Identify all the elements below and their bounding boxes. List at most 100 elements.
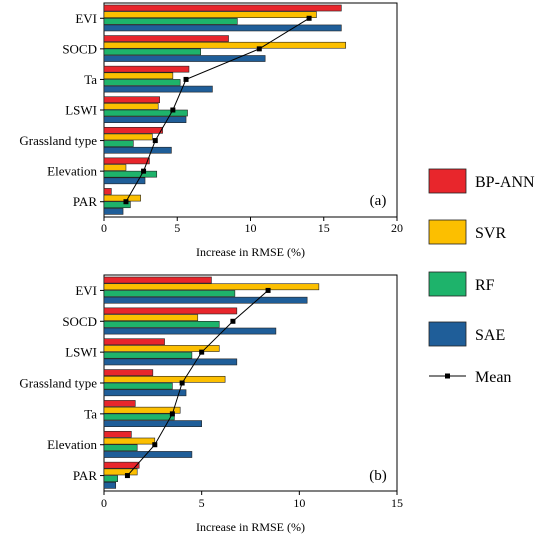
bar-rf-lswi	[103, 351, 193, 359]
bar-rf-socd	[103, 48, 201, 56]
bar-sae-par	[103, 208, 124, 215]
category-label: SOCD	[62, 41, 97, 56]
bar-bp-ann-ta	[103, 65, 190, 73]
panel-label: (a)	[370, 193, 387, 209]
x-tick-label: 5	[199, 496, 205, 510]
mean-marker	[183, 76, 189, 82]
legend-mean-marker	[445, 373, 450, 379]
bar-bp-ann-lswi	[103, 96, 160, 104]
x-tick-label: 0	[101, 496, 107, 510]
mean-marker	[230, 318, 236, 324]
bar-svr-lswi	[103, 103, 159, 110]
bar-bp-ann-evi	[103, 276, 212, 284]
bar-bp-ann-socd	[103, 307, 238, 315]
bar-rf-grassland-type	[103, 140, 134, 147]
category-label: EVI	[75, 283, 97, 298]
category-label: PAR	[73, 468, 97, 483]
bar-rf-evi	[103, 290, 236, 297]
mean-marker	[265, 287, 271, 293]
bar-svr-par	[103, 194, 141, 202]
x-tick-label: 15	[318, 221, 330, 235]
mean-marker	[199, 349, 205, 355]
category-label: Grassland type	[19, 376, 97, 391]
bar-sae-evi	[103, 296, 308, 304]
category-label: LSWI	[65, 345, 97, 360]
bar-svr-socd	[103, 41, 347, 49]
bar-svr-evi	[103, 11, 317, 18]
category-label: PAR	[73, 194, 97, 209]
mean-marker	[141, 168, 147, 174]
bar-bp-ann-ta	[103, 400, 136, 407]
x-tick-label: 10	[245, 221, 257, 235]
bar-svr-grassland-type	[103, 375, 226, 383]
legend-label-svr: SVR	[475, 225, 506, 242]
x-tick-label: 15	[391, 496, 403, 510]
category-label: Elevation	[47, 437, 97, 452]
legend-label-bp-ann: BP-ANN	[475, 174, 535, 191]
bar-rf-ta	[103, 79, 181, 86]
bar-bp-ann-par	[103, 461, 140, 469]
x-tick-label: 5	[174, 221, 180, 235]
bar-svr-socd	[103, 314, 199, 321]
bar-bp-ann-grassland-type	[103, 369, 154, 376]
legend: BP-ANN SVR RF SAE Mean	[428, 168, 535, 386]
category-label: Ta	[84, 72, 97, 87]
x-axis-title: Increase in RMSE (%)	[196, 520, 305, 534]
bar-bp-ann-elevation	[103, 430, 132, 438]
x-tick-label: 10	[293, 496, 305, 510]
legend-swatch-sae	[428, 321, 467, 347]
legend-swatch-svr	[428, 219, 467, 245]
mean-marker	[256, 46, 262, 52]
mean-marker	[124, 473, 130, 479]
bar-sae-evi	[103, 24, 342, 32]
x-axis-title: Increase in RMSE (%)	[196, 245, 305, 259]
mean-marker	[152, 138, 158, 144]
bar-rf-grassland-type	[103, 382, 173, 390]
bar-bp-ann-elevation	[103, 157, 150, 165]
bar-rf-ta	[103, 413, 175, 421]
mean-marker	[306, 15, 312, 21]
bar-sae-grassland-type	[103, 146, 172, 154]
bar-bp-ann-grassland-type	[103, 126, 163, 134]
bar-bp-ann-lswi	[103, 338, 165, 346]
bar-rf-lswi	[103, 109, 188, 117]
category-label: EVI	[75, 11, 97, 26]
bar-sae-elevation	[103, 177, 146, 185]
legend-label-rf: RF	[475, 277, 495, 294]
category-label: Elevation	[47, 164, 97, 179]
bar-bp-ann-par	[103, 188, 112, 195]
bar-rf-par	[103, 475, 118, 482]
bar-svr-elevation	[103, 437, 156, 445]
bar-rf-elevation	[103, 444, 138, 452]
panel-a: EVI SOCD Ta LSWI Grassland type Elevation PAR 0…	[19, 2, 403, 259]
category-label: LSWI	[65, 103, 97, 118]
legend-swatch-rf	[428, 271, 467, 297]
panel-label: (b)	[369, 468, 387, 484]
bar-sae-ta	[103, 85, 213, 93]
mean-marker	[169, 411, 175, 417]
bar-svr-par	[103, 468, 138, 476]
bar-sae-lswi	[103, 116, 187, 123]
bar-sae-ta	[103, 420, 202, 427]
bar-bp-ann-socd	[103, 35, 229, 42]
bar-sae-socd	[103, 327, 277, 335]
bar-rf-par	[103, 201, 131, 209]
legend-swatch-bp-ann	[428, 168, 467, 194]
bar-rf-evi	[103, 17, 238, 25]
x-tick-label: 20	[391, 221, 403, 235]
bar-svr-evi	[103, 283, 320, 291]
mean-marker	[179, 380, 185, 386]
mean-marker	[170, 107, 176, 113]
category-label: Ta	[84, 406, 97, 421]
bar-svr-elevation	[103, 164, 127, 171]
bar-sae-grassland-type	[103, 389, 187, 397]
mean-marker	[152, 442, 158, 448]
bar-svr-lswi	[103, 345, 220, 352]
bar-svr-grassland-type	[103, 133, 153, 141]
bar-sae-elevation	[103, 451, 193, 458]
bar-svr-ta	[103, 406, 181, 414]
bar-rf-elevation	[103, 170, 158, 178]
bar-sae-par	[103, 481, 117, 489]
bar-svr-ta	[103, 72, 174, 80]
